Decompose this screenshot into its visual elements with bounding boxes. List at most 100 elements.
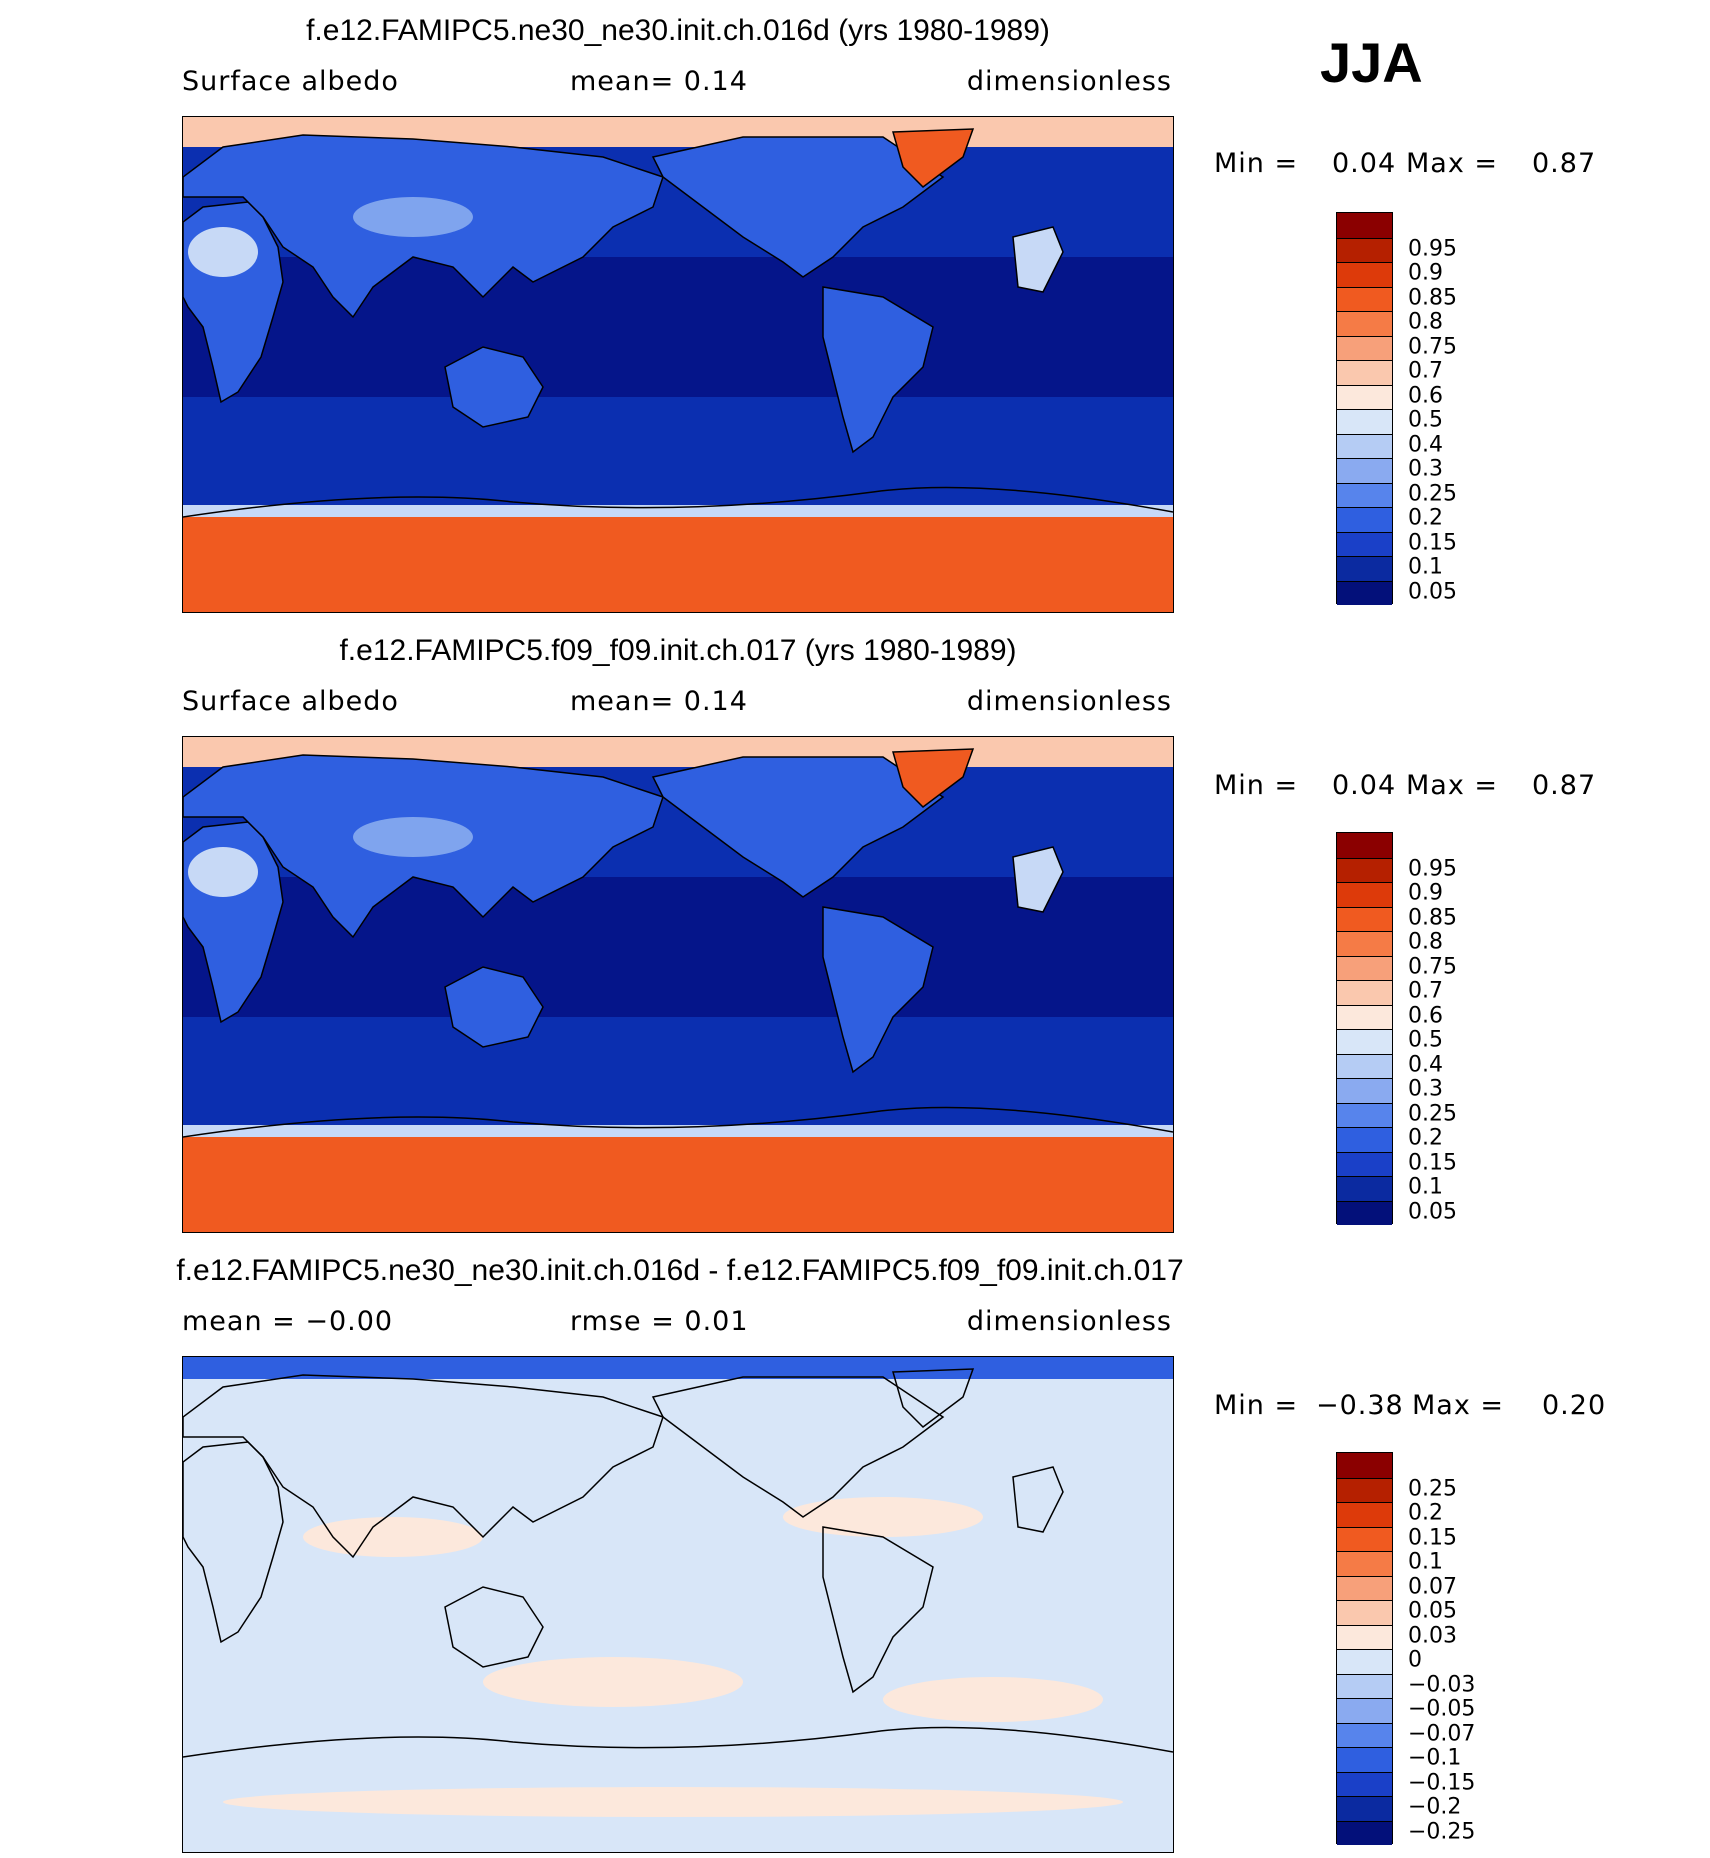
colorbar-swatch — [1337, 931, 1392, 956]
colorbar-tick-label: 0 — [1408, 1647, 1422, 1673]
colorbar-swatch — [1337, 1151, 1392, 1176]
namerica-outline — [651, 1376, 945, 1518]
sahara-desert — [188, 847, 258, 897]
australia-outline — [444, 346, 544, 428]
colorbar-swatch — [1337, 311, 1392, 336]
colorbar-swatch — [1337, 360, 1392, 385]
colorbar-tick-label: −0.07 — [1408, 1721, 1476, 1746]
colorbar-swatch — [1337, 1526, 1392, 1551]
colorbar-swatch — [1337, 286, 1392, 311]
colorbar-tick-label: −0.1 — [1408, 1745, 1462, 1771]
max-label: Max = — [1406, 770, 1499, 801]
samerica-outline — [822, 286, 934, 454]
colorbar-swatch — [1337, 1053, 1392, 1078]
colorbar-tick-label: 0.8 — [1408, 309, 1443, 335]
southern-ocean-band — [183, 397, 1173, 507]
colorbar-swatch — [1337, 580, 1392, 605]
colorbar — [1336, 832, 1393, 1225]
antarctic-ice — [183, 1137, 1173, 1232]
max-label: Max = — [1412, 1390, 1505, 1421]
colorbar-tick-label: 0.25 — [1408, 1101, 1457, 1126]
westafrica-outline — [1012, 846, 1064, 913]
min-value: 0.04 — [1332, 148, 1397, 179]
colorbar-tick-label: 0.1 — [1408, 1549, 1443, 1575]
sea-ice-edge — [183, 1125, 1173, 1137]
panel-title: f.e12.FAMIPC5.ne30_ne30.init.ch.016d (yr… — [306, 14, 1050, 47]
colorbar-swatch — [1337, 1127, 1392, 1152]
colorbar-tick-label: −0.25 — [1408, 1819, 1476, 1844]
sahara-desert — [188, 227, 258, 277]
diff-field — [183, 1357, 1173, 1852]
positive-diff-area — [483, 1657, 743, 1707]
colorbar-swatch — [1337, 433, 1392, 458]
australia-outline — [444, 966, 544, 1048]
units-label: dimensionless — [966, 686, 1172, 717]
colorbar-tick-label: 0.95 — [1408, 856, 1457, 881]
difference-map — [182, 1356, 1174, 1853]
colorbar-tick-label: 0.15 — [1408, 530, 1457, 555]
namerica-outline — [651, 136, 945, 278]
colorbar-tick-label: 0.3 — [1408, 1076, 1443, 1102]
colorbar-swatch — [1337, 1722, 1392, 1747]
colorbar-swatch — [1337, 1747, 1392, 1772]
asia-bright-land — [353, 197, 473, 237]
colorbar — [1336, 212, 1393, 605]
antarctica-outline — [183, 1726, 1173, 1758]
colorbar-tick-label: 0.05 — [1408, 1199, 1457, 1224]
colorbar-swatch — [1337, 1078, 1392, 1103]
colorbar-tick-label: 0.15 — [1408, 1150, 1457, 1175]
colorbar-swatch — [1337, 882, 1392, 907]
colorbar-tick-label: 0.75 — [1408, 954, 1457, 979]
max-label: Max = — [1406, 148, 1499, 179]
colorbar-tick-label: 0.25 — [1408, 481, 1457, 506]
colorbar-swatch — [1337, 482, 1392, 507]
colorbar-swatch — [1337, 507, 1392, 532]
colorbar-tick-label: 0.75 — [1408, 334, 1457, 359]
mean-label: mean = −0.00 — [182, 1306, 394, 1337]
colorbar-tick-label: 0.6 — [1408, 383, 1443, 408]
panel-title: f.e12.FAMIPC5.f09_f09.init.ch.017 (yrs 1… — [339, 634, 1017, 667]
colorbar-tick-label: 0.85 — [1408, 285, 1457, 310]
positive-diff-area — [223, 1787, 1123, 1817]
units-label: dimensionless — [966, 66, 1172, 97]
colorbar-tick-label: 0.7 — [1408, 358, 1443, 384]
colorbar-swatch — [1337, 1004, 1392, 1029]
colorbar-swatch — [1337, 906, 1392, 931]
colorbar-swatch — [1337, 1575, 1392, 1600]
colorbar-tick-label: 0.15 — [1408, 1525, 1457, 1550]
colorbar-tick-label: 0.25 — [1408, 1476, 1457, 1501]
samerica-outline — [822, 906, 934, 1074]
colorbar-swatch — [1337, 1673, 1392, 1698]
min-value: −0.38 — [1316, 1390, 1404, 1421]
panel-title: f.e12.FAMIPC5.ne30_ne30.init.ch.016d - f… — [176, 1254, 1184, 1287]
colorbar-tick-label: 0.8 — [1408, 929, 1443, 955]
colorbar-tick-label: 0.2 — [1408, 505, 1443, 531]
positive-diff-area — [883, 1677, 1103, 1722]
max-value: 0.20 — [1542, 1390, 1607, 1421]
colorbar-swatch — [1337, 335, 1392, 360]
colorbar-swatch — [1337, 262, 1392, 287]
greenland-outline — [892, 748, 975, 808]
sea-ice-edge — [183, 505, 1173, 517]
eurasia-outline — [183, 1374, 664, 1559]
colorbar-swatch — [1337, 833, 1392, 858]
colorbar-tick-label: 0.4 — [1408, 1052, 1443, 1077]
colorbar-tick-label: 0.07 — [1408, 1574, 1457, 1599]
albedo-map — [182, 116, 1174, 613]
namerica-outline — [651, 756, 945, 898]
antarctica-outline — [183, 1106, 1173, 1138]
colorbar-tick-label: −0.05 — [1408, 1696, 1476, 1722]
positive-diff-area — [303, 1517, 483, 1557]
min-label: Min = — [1214, 770, 1299, 801]
mean-label: mean= 0.14 — [570, 66, 748, 97]
colorbar-tick-label: 0.5 — [1408, 407, 1443, 433]
colorbar-tick-label: 0.1 — [1408, 1174, 1443, 1200]
colorbar-tick-label: −0.2 — [1408, 1794, 1462, 1820]
colorbar-tick-label: 0.95 — [1408, 236, 1457, 261]
variable-label: Surface albedo — [182, 686, 399, 717]
colorbar-tick-label: 0.3 — [1408, 456, 1443, 482]
colorbar-swatch — [1337, 1200, 1392, 1225]
greenland-outline — [892, 1368, 975, 1428]
season-label: JJA — [1320, 31, 1423, 94]
colorbar-swatch — [1337, 1649, 1392, 1674]
